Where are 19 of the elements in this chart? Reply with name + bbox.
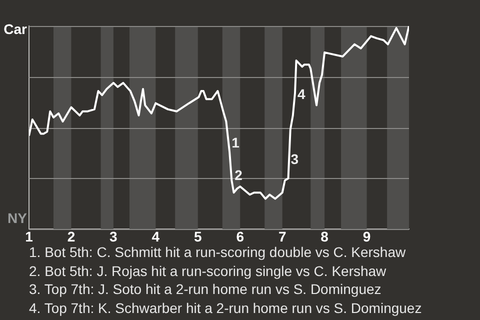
x-tick-label: 8: [320, 228, 329, 244]
text: Car: [4, 20, 28, 37]
annotation: 4: [298, 86, 306, 102]
x-tick-label: 5: [194, 228, 202, 244]
text: 4. Top 7th: K. Schwarber hit a 2-run home run vs S. Dominguez: [29, 298, 422, 317]
x-tick-label: 1: [25, 228, 34, 244]
x-tick-label: 4: [152, 228, 160, 244]
x-tick-label: 2: [67, 228, 76, 244]
annotation: 1: [232, 134, 240, 151]
text: NY: [8, 210, 28, 226]
x-tick-label: 7: [278, 228, 286, 244]
text: 2. Bot 5th: J. Rojas hit a run-scoring single vs C. Kershaw: [29, 262, 388, 280]
x-tick-label: 6: [236, 228, 244, 244]
x-tick-label: 3: [110, 228, 118, 244]
annotation: 3: [290, 150, 299, 167]
text: 1. Bot 5th: C. Schmitt hit a run-scoring double vs C. Kershaw: [29, 243, 407, 262]
text: 3. Top 7th: J. Soto hit a 2-run home run vs S. Dominguez: [29, 280, 382, 298]
annotation: 2: [234, 167, 243, 184]
x-tick-label: 9: [362, 228, 371, 244]
